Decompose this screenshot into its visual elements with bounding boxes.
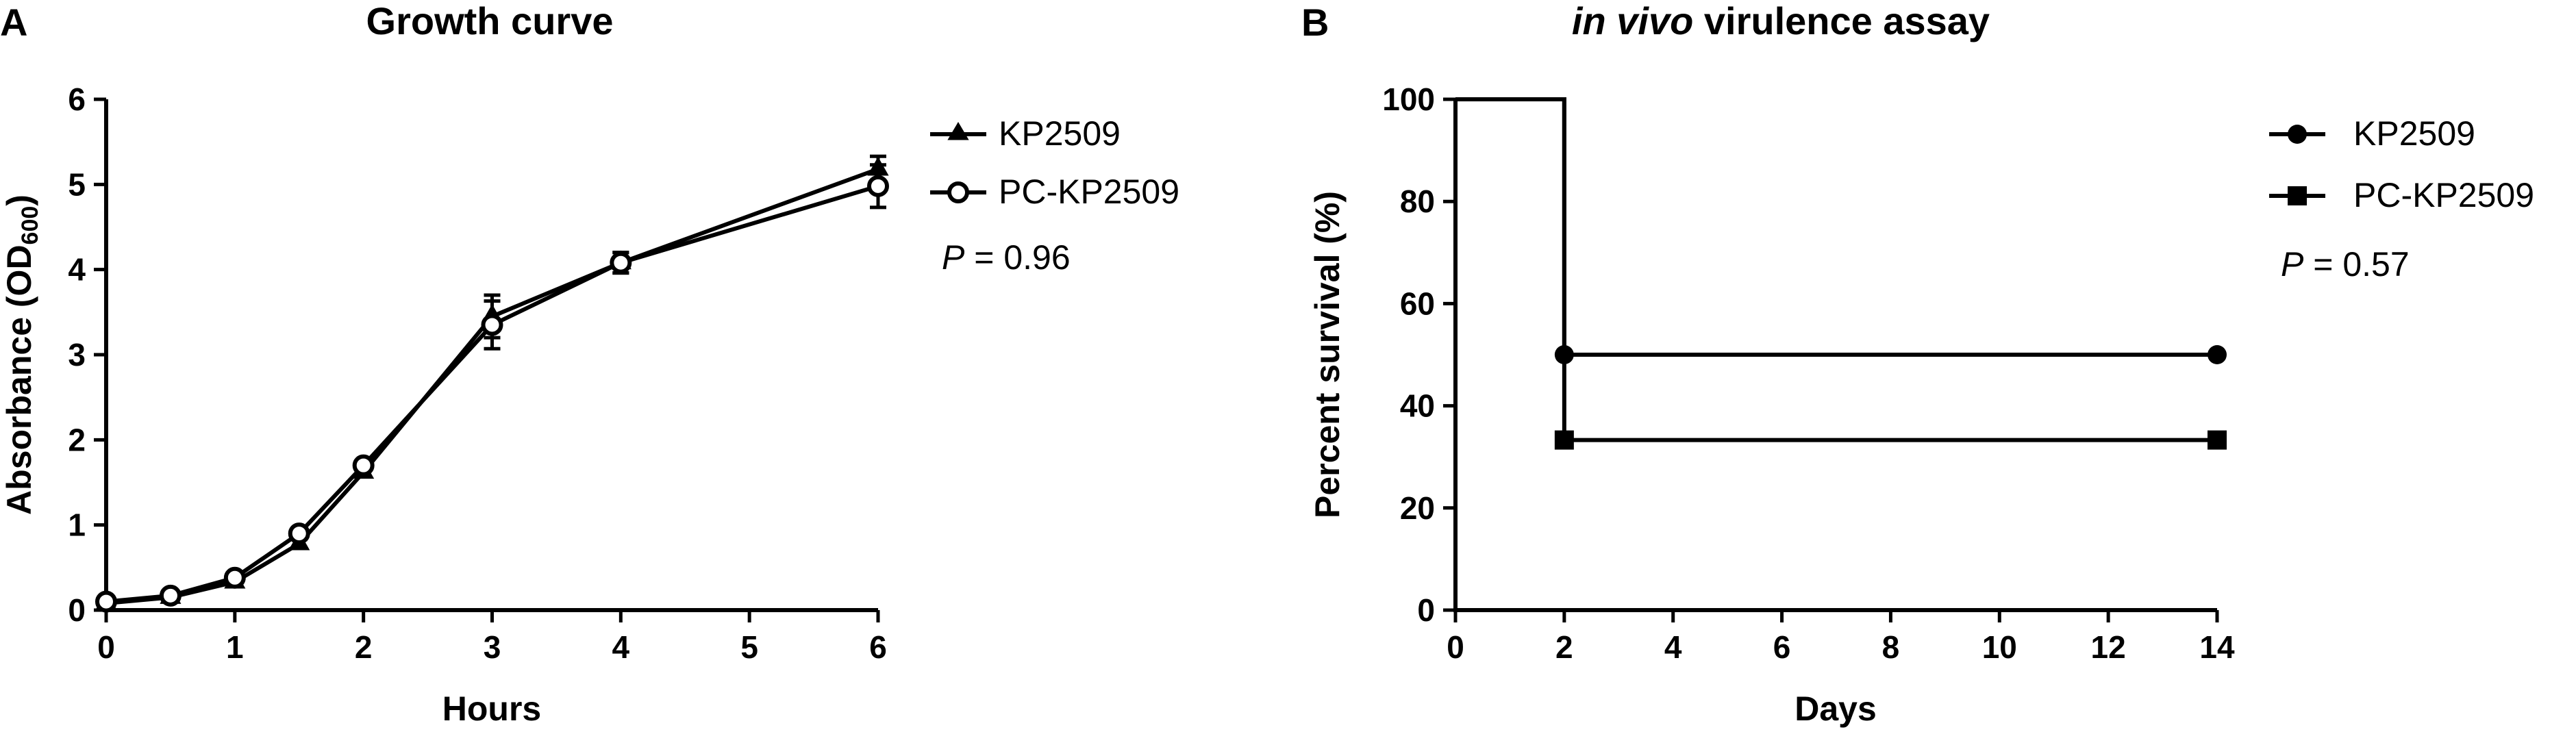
panel-a-legend-pc-kp2509-label: PC-KP2509 — [999, 173, 1179, 211]
panel-a-pc-kp2509-point-7 — [867, 175, 889, 197]
panel-b-x-tick-label-8: 8 — [1882, 629, 1900, 665]
panel-a-legend-pc-kp2509-open-circle-marker — [947, 181, 969, 203]
panel-a-p-label: P — [942, 238, 965, 277]
panel-b-y-axis-label: Percent survival (%) — [1308, 191, 1347, 518]
panel-b-legend-kp2509-circle-marker — [2288, 125, 2307, 144]
panel-b-x-tick-label-10: 10 — [1982, 629, 2017, 665]
panel-a-y-tick-label-3: 3 — [68, 337, 86, 373]
panel-a-pc-kp2509-point-3 — [288, 522, 310, 545]
panel-a-y-tick-label-5: 5 — [68, 166, 86, 202]
panel-a-y-axis-label-sub: 600 — [17, 206, 43, 245]
panel-b-x-tick-label-12: 12 — [2091, 629, 2126, 665]
panel-a-y-tick-label-6: 6 — [68, 81, 86, 117]
panel-a-x-ticks: 0 1 2 3 4 5 6 — [97, 610, 887, 665]
panel-b-p-label: P — [2281, 245, 2304, 283]
panel-a-y-tick-label-1: 1 — [68, 507, 86, 543]
panel-b-label: B — [1301, 1, 1329, 44]
panel-b-x-tick-label-0: 0 — [1447, 629, 1464, 665]
panel-a-y-axis-label-close: ) — [0, 194, 38, 206]
panel-b-x-tick-label-4: 4 — [1664, 629, 1682, 665]
panel-b-title-italic: in vivo — [1572, 0, 1693, 42]
panel-b-x-tick-label-14: 14 — [2199, 629, 2235, 665]
panel-b-p-value: P = 0.57 — [2281, 245, 2410, 283]
panel-a-y-axis-label: Absorbance (OD600) — [0, 194, 43, 515]
panel-b-legend: KP2509 PC-KP2509 — [2269, 114, 2534, 214]
panel-b-title-rest: virulence assay — [1693, 0, 1990, 42]
panel-a-legend: KP2509 PC-KP2509 — [930, 114, 1179, 211]
panel-a-pc-kp2509-point-4 — [352, 454, 375, 477]
panel-b-series-pc-kp2509-step-line — [1455, 97, 2217, 442]
panel-b-y-tick-label-40: 40 — [1400, 388, 1435, 424]
panel-b-series-kp2509-step-line — [1455, 97, 2217, 357]
panel-a-p-rest: = 0.96 — [964, 238, 1070, 277]
panel-a-y-tick-label-4: 4 — [68, 252, 86, 288]
panel-b-legend-pc-kp2509-square-marker — [2288, 186, 2307, 205]
panel-a-pc-kp2509-point-2 — [223, 566, 246, 589]
panel-a-y-ticks: 0 1 2 3 4 5 6 — [68, 81, 106, 628]
panel-a-p-value: P = 0.96 — [942, 238, 1071, 277]
panel-a-x-tick-label-6: 6 — [869, 629, 887, 665]
panel-a-legend-kp2509-triangle-marker — [947, 122, 969, 140]
panel-b-y-tick-label-60: 60 — [1400, 286, 1435, 321]
panel-b-title: in vivo virulence assay — [1572, 0, 1990, 42]
panel-a: A Growth curve 0 1 2 3 4 5 6 0 1 2 3 4 5 6 Hours Abs… — [0, 0, 1179, 728]
panel-a-y-tick-label-2: 2 — [68, 422, 86, 457]
panel-b-p-rest: = 0.57 — [2303, 245, 2409, 283]
panel-b-y-tick-label-0: 0 — [1417, 592, 1435, 628]
panel-b-y-ticks: 0 20 40 60 80 100 — [1382, 81, 1455, 628]
panel-a-legend-kp2509-label: KP2509 — [999, 114, 1121, 153]
panel-a-x-tick-label-1: 1 — [226, 629, 244, 665]
panel-a-x-tick-label-0: 0 — [97, 629, 115, 665]
panel-a-x-tick-label-2: 2 — [355, 629, 373, 665]
panel-a-plot-area — [95, 154, 889, 613]
panel-a-title: Growth curve — [366, 0, 614, 42]
panel-a-x-tick-label-5: 5 — [740, 629, 758, 665]
panel-a-pc-kp2509-point-1 — [159, 584, 182, 607]
panel-a-pc-kp2509-point-6 — [610, 251, 632, 274]
panel-a-pc-kp2509-point-5 — [481, 314, 503, 336]
panel-b-y-tick-label-80: 80 — [1400, 184, 1435, 219]
panel-a-series-kp2509-line — [105, 167, 879, 606]
panel-b-plot-area — [1455, 97, 2227, 450]
panel-b-legend-pc-kp2509-label: PC-KP2509 — [2353, 176, 2534, 214]
panel-a-label: A — [0, 1, 27, 44]
panel-b-legend-kp2509-label: KP2509 — [2353, 114, 2475, 153]
panel-a-x-axis-label: Hours — [442, 690, 541, 728]
panel-b-y-tick-label-100: 100 — [1382, 81, 1435, 117]
panel-b-y-tick-label-20: 20 — [1400, 490, 1435, 526]
panel-b-pc-kp2509-point-0 — [1554, 430, 1574, 450]
panel-a-x-tick-label-3: 3 — [484, 629, 501, 665]
panel-b-pc-kp2509-point-1 — [2208, 430, 2227, 450]
panel-a-y-axis-label-main: Absorbance (OD — [0, 244, 38, 515]
panel-a-series-pc-kp2509-line — [105, 184, 879, 604]
panel-b: B in vivo virulence assay 0 2 4 6 8 10 12 14 0 2… — [1301, 0, 2534, 728]
panel-b-x-tick-label-2: 2 — [1555, 629, 1573, 665]
panel-a-x-tick-label-4: 4 — [612, 629, 630, 665]
panel-a-y-tick-label-0: 0 — [68, 592, 86, 628]
panel-b-x-ticks: 0 2 4 6 8 10 12 14 — [1447, 610, 2235, 665]
panel-a-pc-kp2509-point-0 — [95, 590, 117, 613]
panel-b-kp2509-point-1 — [2208, 345, 2227, 364]
panel-b-x-axis-label: Days — [1795, 690, 1877, 728]
panel-b-x-tick-label-6: 6 — [1773, 629, 1791, 665]
